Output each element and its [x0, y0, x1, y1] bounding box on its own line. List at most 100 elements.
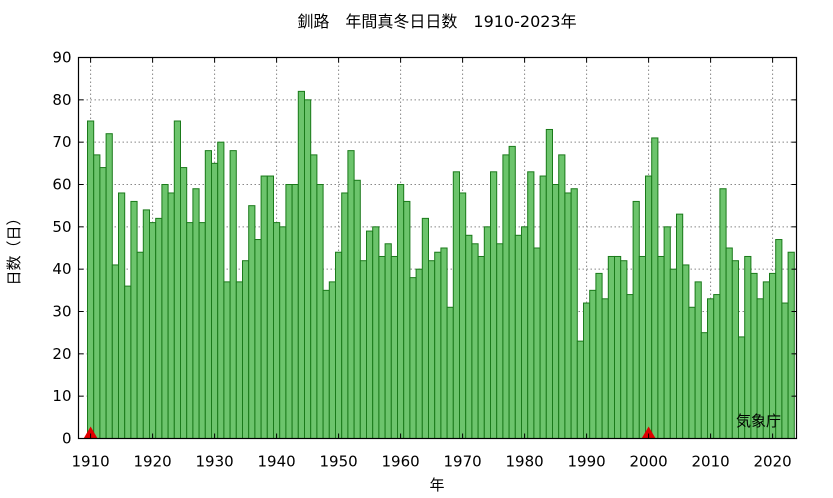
bar-1977 [502, 154, 510, 439]
bar-1940 [273, 222, 281, 439]
bar-2002 [657, 255, 665, 439]
x-tick-label: 1990 [568, 453, 606, 471]
bar-1936 [248, 205, 256, 439]
bar-1972 [471, 243, 479, 439]
y-tick-label: 70 [52, 133, 71, 151]
bar-2004 [669, 268, 677, 440]
bar-1986 [558, 154, 566, 439]
bar-1924 [173, 120, 182, 439]
bar-1999 [638, 255, 646, 439]
bar-1946 [310, 154, 318, 439]
y-tick-label: 30 [52, 303, 71, 321]
bar-1992 [595, 272, 603, 439]
y-tick-label: 50 [52, 218, 71, 236]
y-tick-label: 60 [52, 176, 71, 194]
bar-1947 [316, 184, 324, 439]
bar-2012 [719, 188, 727, 439]
bar-1955 [366, 230, 374, 439]
bar-1961 [403, 200, 411, 439]
bar-1968 [446, 306, 454, 439]
bar-2007 [688, 306, 696, 439]
bar-1998 [632, 200, 640, 439]
bar-1954 [359, 260, 367, 440]
bar-1960 [397, 184, 405, 439]
bar-1983 [539, 175, 547, 439]
bar-1931 [217, 141, 225, 439]
bar-1943 [291, 184, 299, 439]
bar-1980 [521, 226, 529, 439]
x-tick-label: 1920 [134, 453, 172, 471]
x-tick-label: 1980 [506, 453, 544, 471]
bar-1958 [384, 243, 392, 439]
bar-1997 [626, 294, 634, 439]
bar-1981 [527, 171, 535, 440]
bar-1985 [552, 184, 560, 439]
bar-1926 [186, 222, 194, 439]
bar-1916 [124, 285, 132, 439]
bar-2010 [707, 298, 715, 439]
bar-1925 [180, 167, 188, 439]
bar-1951 [341, 192, 349, 439]
bar-1930 [211, 162, 219, 440]
x-tick-label: 1950 [320, 453, 358, 471]
bar-1974 [483, 226, 491, 439]
x-axis: 1910 1920 1930 1940 1950 1960 1970 1980 1990 2000… [72, 57, 792, 471]
x-axis-label: 年 [429, 476, 444, 494]
bar-2006 [682, 264, 690, 439]
bar-2009 [700, 332, 708, 440]
year-markers [83, 426, 656, 439]
bar-1996 [620, 260, 628, 440]
bar-2023 [787, 251, 795, 439]
bar-1923 [167, 192, 175, 439]
bar-1982 [533, 247, 541, 439]
bar-1994 [607, 255, 615, 439]
bar-1921 [155, 217, 163, 439]
marker-triangle-2000 [641, 426, 656, 439]
bar-2001 [651, 137, 659, 439]
y-axis: 0 10 20 30 40 50 60 70 80 90 [52, 49, 797, 448]
credit-label: 気象庁 [736, 412, 781, 430]
bar-1929 [204, 150, 213, 439]
x-tick-label: 2000 [630, 453, 668, 471]
bar-2011 [713, 294, 721, 439]
bar-2021 [775, 239, 783, 439]
bar-1949 [328, 281, 336, 439]
bar-1973 [477, 255, 485, 439]
x-tick-label: 1930 [196, 453, 234, 471]
bar-2013 [725, 247, 733, 439]
bar-1962 [409, 277, 417, 439]
bar-1969 [452, 171, 460, 440]
bar-1988 [570, 188, 578, 439]
x-tick-label: 1970 [444, 453, 482, 471]
bar-1922 [161, 184, 169, 439]
bar-1976 [496, 243, 504, 439]
bar-1932 [223, 281, 231, 439]
bar-1975 [490, 171, 498, 440]
plot-frame [77, 56, 798, 440]
bar-1915 [118, 192, 126, 439]
chart-title: 釧路 年間真冬日日数 1910-2023年 [297, 12, 576, 31]
bar-1913 [105, 133, 113, 439]
y-tick-label: 0 [62, 430, 72, 448]
bar-1917 [130, 200, 138, 439]
bar-1967 [440, 247, 448, 439]
bar-1991 [589, 289, 597, 439]
bar-1928 [198, 222, 206, 439]
x-tick-label: 2010 [692, 453, 730, 471]
bar-2008 [694, 281, 702, 439]
y-tick-label: 20 [52, 345, 71, 363]
bar-1944 [297, 90, 305, 440]
bar-1941 [279, 226, 287, 439]
x-tick-label: 1960 [382, 453, 420, 471]
y-tick-label: 90 [52, 49, 71, 67]
bar-1942 [285, 184, 293, 439]
bar-1990 [583, 302, 591, 439]
bar-1978 [508, 145, 516, 439]
bar-1914 [111, 264, 120, 439]
bar-1957 [378, 255, 386, 439]
bar-2000 [645, 175, 653, 439]
bar-1939 [266, 175, 274, 439]
bar-1918 [136, 251, 144, 439]
bar-1912 [99, 167, 107, 439]
